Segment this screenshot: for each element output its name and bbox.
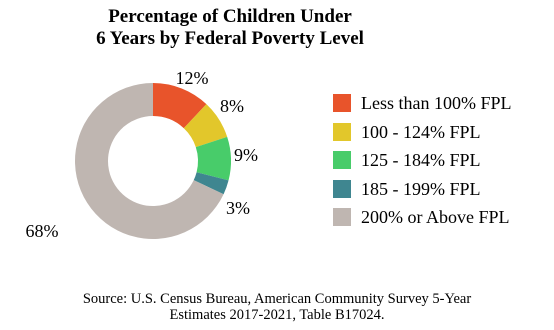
source-line-1: Source: U.S. Census Bureau, American Com… [82, 291, 472, 307]
data-label-125-184: 9% [234, 145, 258, 165]
data-label-less-than-100: 12% [176, 68, 209, 88]
data-label-185-199: 3% [226, 198, 250, 218]
slice-less-than-100 [153, 83, 207, 129]
legend-item-200-or-above: 200% or Above FPL [333, 208, 512, 226]
legend-label: 185 - 199% FPL [361, 178, 481, 199]
legend-label: 100 - 124% FPL [361, 121, 481, 142]
chart-title-line-1: Percentage of Children Under [108, 6, 352, 27]
chart-title: Percentage of Children Under 6 Years by … [0, 6, 460, 50]
legend-item-100-124: 100 - 124% FPL [333, 121, 512, 142]
legend-label: 125 - 184% FPL [361, 150, 481, 170]
legend-swatch [333, 179, 351, 198]
legend-swatch [333, 208, 351, 226]
legend-label: 200% or Above FPL [361, 207, 510, 227]
legend-item-185-199: 185 - 199% FPL [333, 178, 512, 199]
source-note: Source: U.S. Census Bureau, American Com… [0, 291, 554, 323]
slice-100-124 [183, 104, 228, 148]
slice-200-or-above [75, 83, 224, 240]
legend-item-125-184: 125 - 184% FPL [333, 151, 512, 169]
chart-title-line-2: 6 Years by Federal Poverty Level [96, 28, 364, 49]
data-label-200-or-above: 68% [26, 221, 59, 241]
data-label-100-124: 8% [220, 96, 244, 116]
chart-legend: Less than 100% FPL 100 - 124% FPL 125 - … [333, 94, 512, 237]
legend-item-less-than-100: Less than 100% FPL [333, 94, 512, 112]
legend-swatch [333, 122, 351, 141]
slice-125-184 [195, 136, 231, 181]
slice-185-199 [193, 172, 229, 195]
source-line-2: Estimates 2017-2021, Table B17024. [169, 307, 385, 323]
legend-label: Less than 100% FPL [361, 93, 512, 113]
legend-swatch [333, 94, 351, 112]
legend-swatch [333, 151, 351, 169]
